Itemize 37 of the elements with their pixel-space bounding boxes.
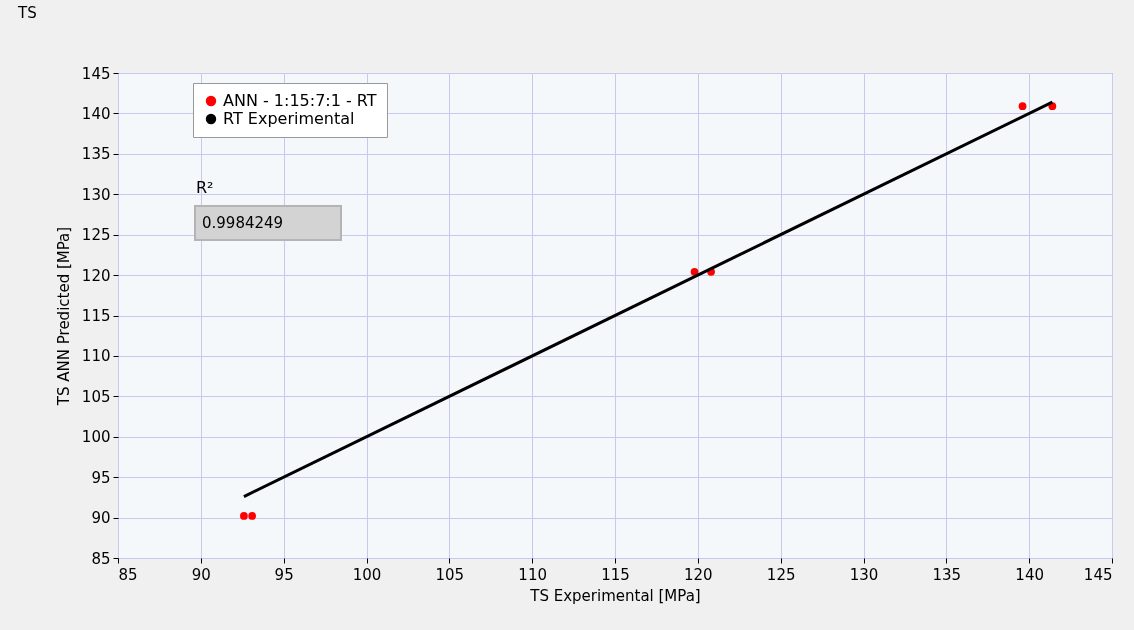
y-tick-label: 140	[81, 104, 111, 123]
legend-label: ANN - 1:15:7:1 - RT	[223, 91, 377, 110]
x-tick-label: 135	[932, 565, 962, 584]
point	[1018, 102, 1027, 111]
x-tick-label: 95	[274, 565, 294, 584]
x-tick-label: 105	[435, 565, 465, 584]
x-axis-title: TS Experimental [MPa]	[529, 586, 701, 605]
x-tick-label: 115	[601, 565, 630, 584]
y-tick-label: 90	[91, 509, 111, 528]
point	[248, 512, 257, 520]
x-tick-label: 140	[1015, 565, 1044, 584]
y-tick-label: 145	[81, 64, 111, 83]
point	[240, 512, 248, 520]
x-tick-label: 120	[684, 565, 713, 584]
point	[690, 267, 699, 276]
x-tick-label: 100	[352, 565, 382, 584]
y-tick-label: 135	[81, 145, 111, 164]
y-axis-title: TS ANN Predicted [MPa]	[54, 226, 73, 407]
chart-title: TS	[17, 4, 37, 22]
y-tick-label: 105	[81, 387, 111, 406]
x-tick-label: 125	[766, 565, 796, 584]
y-tick-label: 95	[91, 468, 111, 487]
y-tick-label: 120	[81, 266, 111, 285]
value-field: 0.9984249	[194, 205, 342, 241]
y-tick-label: 130	[81, 185, 111, 204]
x-tick-label: 130	[849, 565, 879, 584]
y-tick-label: 110	[81, 347, 111, 366]
y-tick-label: 100	[81, 428, 111, 447]
legend-label: RT Experimental	[223, 109, 355, 128]
annotation: R²	[196, 178, 214, 197]
x-tick-label: 145	[1083, 565, 1113, 584]
y-tick-label: 115	[81, 307, 111, 325]
x-tick-label: 90	[191, 565, 211, 584]
x-tick-label: 85	[118, 565, 138, 584]
x-tick-label: 110	[518, 565, 547, 584]
y-tick-label: 85	[91, 549, 111, 568]
y-tick-label: 125	[81, 226, 111, 245]
